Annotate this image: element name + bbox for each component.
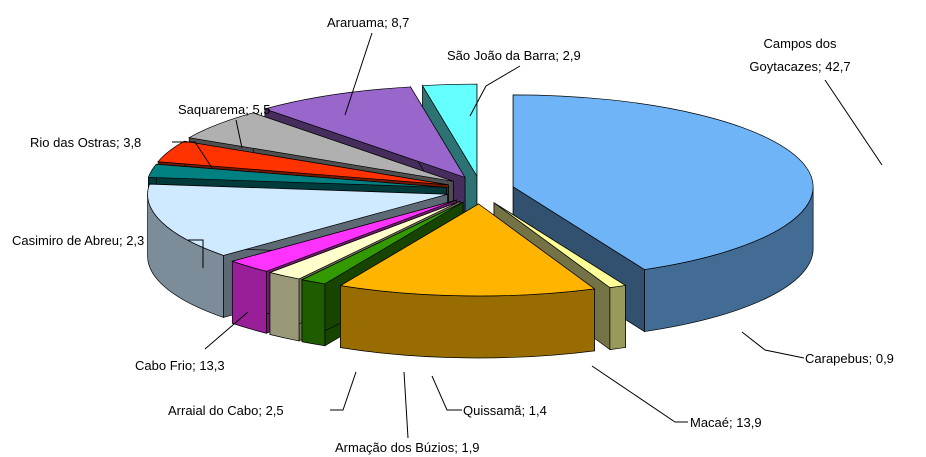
- slice-side: [609, 285, 626, 351]
- leader-line: [824, 79, 883, 166]
- leader-line: [188, 239, 204, 268]
- slice-top: [339, 203, 596, 297]
- leader-line: [330, 371, 357, 411]
- slice-top: [512, 94, 814, 270]
- label-value: 0,9: [875, 351, 894, 366]
- data-label: Araruama; 8,7: [327, 11, 409, 34]
- leader-line: [235, 119, 243, 149]
- leader-line: [591, 365, 688, 423]
- leader-line: [204, 311, 249, 350]
- leader-line: [172, 141, 213, 169]
- label-value: 1,4: [528, 403, 547, 418]
- label-separator: ;: [384, 15, 392, 30]
- label-name: São João da Barra: [447, 48, 556, 63]
- slice-top: [421, 83, 478, 178]
- label-separator: ;: [818, 59, 826, 74]
- slice-side: [301, 279, 326, 347]
- label-name: Arraial do Cabo: [168, 403, 259, 418]
- label-name: Saquarema: [178, 102, 246, 117]
- slice-top: [263, 86, 466, 179]
- label-separator: ;: [555, 48, 563, 63]
- slice-top: [188, 112, 454, 182]
- data-label: Campos dos Goytacazes; 42,7: [735, 32, 865, 78]
- label-name: Macaé: [690, 415, 730, 430]
- label-name: Campos dos Goytacazes: [749, 36, 837, 74]
- leader-line: [431, 375, 462, 411]
- data-label: Casimiro de Abreu; 2,3: [12, 229, 144, 252]
- label-separator: ;: [118, 233, 127, 248]
- label-name: Quissamã: [463, 403, 522, 418]
- label-value: 2,5: [265, 403, 284, 418]
- data-label: Rio das Ostras; 3,8: [30, 131, 141, 154]
- slice-top: [147, 163, 447, 188]
- slice-top: [147, 183, 448, 256]
- slice-side: [231, 260, 267, 334]
- label-value: 2,9: [562, 48, 581, 63]
- data-label: Carapebus; 0,9: [805, 347, 894, 370]
- label-separator: ;: [729, 415, 737, 430]
- slice-top: [493, 202, 627, 288]
- slice-side: [340, 285, 595, 359]
- label-value: 13,3: [199, 358, 225, 373]
- leader-line: [469, 65, 521, 117]
- label-name: Rio das Ostras: [30, 135, 116, 150]
- label-separator: ;: [454, 440, 462, 455]
- label-value: 1,9: [461, 440, 480, 455]
- data-label: Arraial do Cabo; 2,5: [168, 399, 284, 422]
- label-value: 8,7: [391, 15, 410, 30]
- label-separator: ;: [868, 351, 876, 366]
- label-separator: ;: [521, 403, 529, 418]
- label-value: 5,5: [252, 102, 271, 117]
- data-label: Armação dos Búzios; 1,9: [335, 436, 480, 457]
- data-label: Saquarema; 5,5: [178, 98, 271, 121]
- label-name: Cabo Frio: [135, 358, 193, 373]
- data-label: Quissamã; 1,4: [463, 399, 547, 422]
- leader-line: [344, 32, 373, 116]
- leader-line: [741, 331, 805, 359]
- label-separator: ;: [245, 102, 253, 117]
- label-name: Carapebus: [805, 351, 869, 366]
- slice-top: [231, 199, 457, 272]
- label-value: 3,8: [123, 135, 142, 150]
- leader-line: [403, 371, 409, 439]
- label-value: 13,9: [736, 415, 762, 430]
- label-separator: ;: [192, 358, 200, 373]
- slice-top: [157, 140, 449, 186]
- data-label: Macaé; 13,9: [690, 411, 762, 434]
- slice-side: [269, 272, 300, 342]
- label-separator: ;: [115, 135, 124, 150]
- label-value: 42,7: [825, 59, 851, 74]
- slice-top: [268, 201, 461, 280]
- slice: [339, 203, 596, 359]
- label-name: Casimiro de Abreu: [12, 233, 119, 248]
- label-name: Armação dos Búzios: [335, 440, 455, 455]
- label-separator: ;: [258, 403, 266, 418]
- data-label: Cabo Frio; 13,3: [135, 354, 225, 377]
- slice-top: [300, 201, 464, 285]
- data-label: São João da Barra; 2,9: [447, 44, 581, 67]
- label-name: Araruama: [327, 15, 385, 30]
- label-value: 2,3: [126, 233, 145, 248]
